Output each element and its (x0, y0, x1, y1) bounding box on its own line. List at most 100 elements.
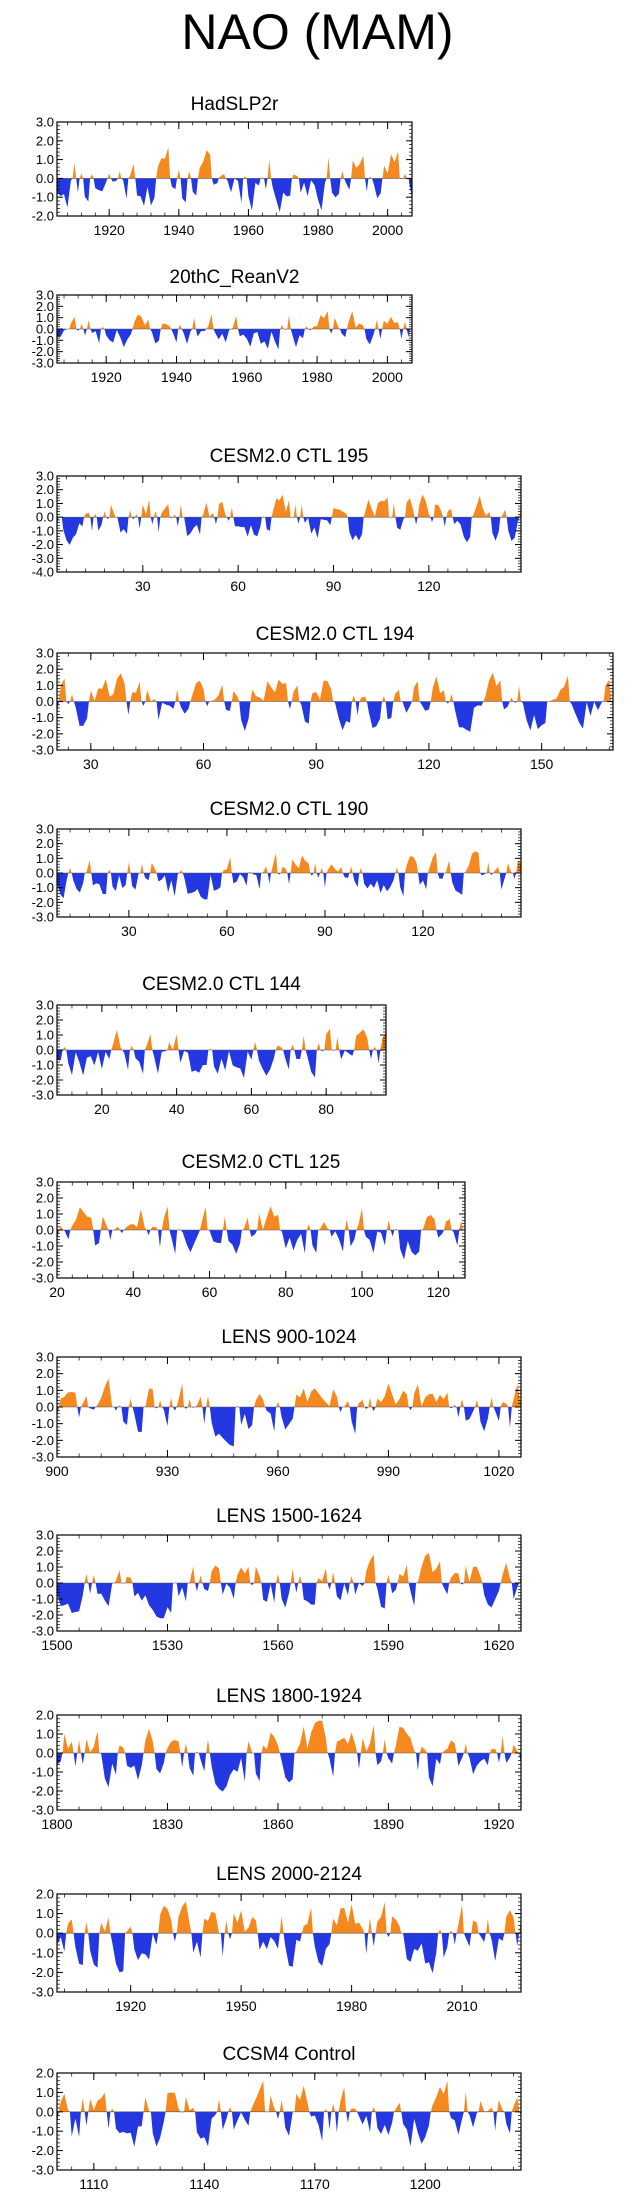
negative-area (371, 1933, 376, 1947)
negative-area (254, 1753, 262, 1782)
negative-area (257, 1933, 280, 1950)
negative-area (211, 178, 219, 185)
positive-area (144, 1034, 153, 1050)
y-tick-label: -3.0 (32, 356, 54, 371)
negative-area (126, 701, 131, 715)
negative-area (504, 1753, 512, 1763)
negative-area (478, 1407, 490, 1432)
y-tick-label: -1.0 (32, 190, 54, 205)
y-tick-label: -3.0 (32, 743, 54, 758)
positive-area (195, 1396, 203, 1407)
positive-area (301, 1035, 306, 1050)
negative-area (283, 2111, 295, 2136)
y-tick-label: 0.0 (36, 1223, 54, 1238)
positive-area (489, 1749, 498, 1753)
positive-area (397, 1564, 409, 1583)
positive-area (364, 1554, 376, 1583)
positive-area (326, 864, 343, 873)
negative-area (347, 517, 364, 541)
chart-title: LENS 1800-1924 (216, 1686, 362, 1707)
positive-area (153, 510, 158, 518)
positive-area (202, 1911, 221, 1934)
negative-area (437, 873, 445, 879)
y-tick-label: -1.0 (32, 1945, 54, 1960)
negative-area (69, 2111, 81, 2138)
negative-area (76, 329, 80, 331)
negative-area (450, 873, 464, 895)
y-tick-label: -2.0 (32, 895, 54, 910)
negative-area (93, 1230, 101, 1246)
negative-area (515, 1933, 520, 1946)
negative-area (182, 873, 223, 900)
y-tick-label: 3.0 (36, 1350, 54, 1365)
chart-title: LENS 2000-2124 (216, 1864, 362, 1885)
positive-area (351, 695, 356, 702)
positive-area (486, 862, 490, 873)
x-tick-label: 1560 (262, 1637, 293, 1653)
x-tick-label: 900 (45, 1463, 69, 1479)
plot-frame (56, 2072, 522, 2171)
positive-area (310, 680, 334, 702)
positive-area (306, 1224, 311, 1230)
x-tick-label: 1960 (233, 222, 264, 238)
negative-area (355, 701, 360, 716)
positive-area (253, 1041, 258, 1050)
positive-area (500, 1563, 512, 1583)
y-tick-label: -3.0 (32, 1624, 54, 1639)
positive-area (444, 860, 451, 873)
negative-area (73, 1753, 78, 1767)
negative-area (290, 329, 305, 348)
x-tick-label: 930 (156, 1463, 180, 1479)
negative-area (84, 2111, 89, 2126)
y-tick-label: 1.0 (36, 1028, 54, 1043)
x-tick-label: 60 (244, 1101, 260, 1117)
negative-area (348, 1230, 357, 1247)
negative-area (171, 329, 179, 343)
positive-area (405, 856, 419, 873)
y-tick-label: -3.0 (32, 1450, 54, 1465)
positive-area (58, 2093, 70, 2112)
negative-area (249, 1230, 258, 1237)
positive-area (294, 2085, 310, 2112)
negative-area (214, 517, 218, 525)
positive-area (291, 685, 300, 702)
y-tick-label: 3.0 (36, 288, 54, 303)
y-tick-label: -3.0 (32, 1985, 54, 2000)
positive-area (123, 1209, 147, 1230)
x-tick-label: 1140 (189, 2176, 219, 2192)
negative-area (316, 873, 321, 878)
positive-area (173, 514, 177, 518)
positive-area (70, 1207, 94, 1230)
x-tick-label: 1860 (262, 1816, 293, 1832)
negative-area (169, 1230, 178, 1254)
positive-area (230, 507, 234, 518)
x-tick-label: 1920 (94, 222, 125, 238)
negative-area (271, 178, 292, 212)
negative-area (353, 1583, 365, 1595)
positive-area (290, 1044, 295, 1050)
positive-area (433, 504, 444, 518)
negative-area (279, 1407, 295, 1430)
negative-area (71, 873, 85, 893)
positive-area (111, 1029, 123, 1050)
positive-area (217, 501, 228, 518)
positive-area (349, 2108, 358, 2112)
positive-area (417, 494, 431, 518)
positive-area (368, 1918, 372, 1934)
positive-area (276, 1574, 280, 1583)
y-tick-label: -4.0 (32, 565, 54, 580)
y-tick-label: 0.0 (36, 866, 54, 881)
negative-area (133, 1050, 145, 1074)
positive-area (169, 1398, 173, 1407)
y-tick-label: 0.0 (36, 1043, 54, 1058)
positive-area (489, 1397, 494, 1407)
chart-title: LENS 900-1024 (221, 1327, 357, 1348)
x-tick-label: 90 (326, 578, 342, 594)
positive-area (403, 173, 407, 179)
positive-area (349, 866, 353, 873)
positive-area (471, 495, 491, 518)
y-tick-label: 0.0 (36, 1576, 54, 1591)
positive-area (349, 1575, 354, 1583)
negative-area (390, 1583, 398, 1594)
positive-area (257, 1206, 281, 1230)
